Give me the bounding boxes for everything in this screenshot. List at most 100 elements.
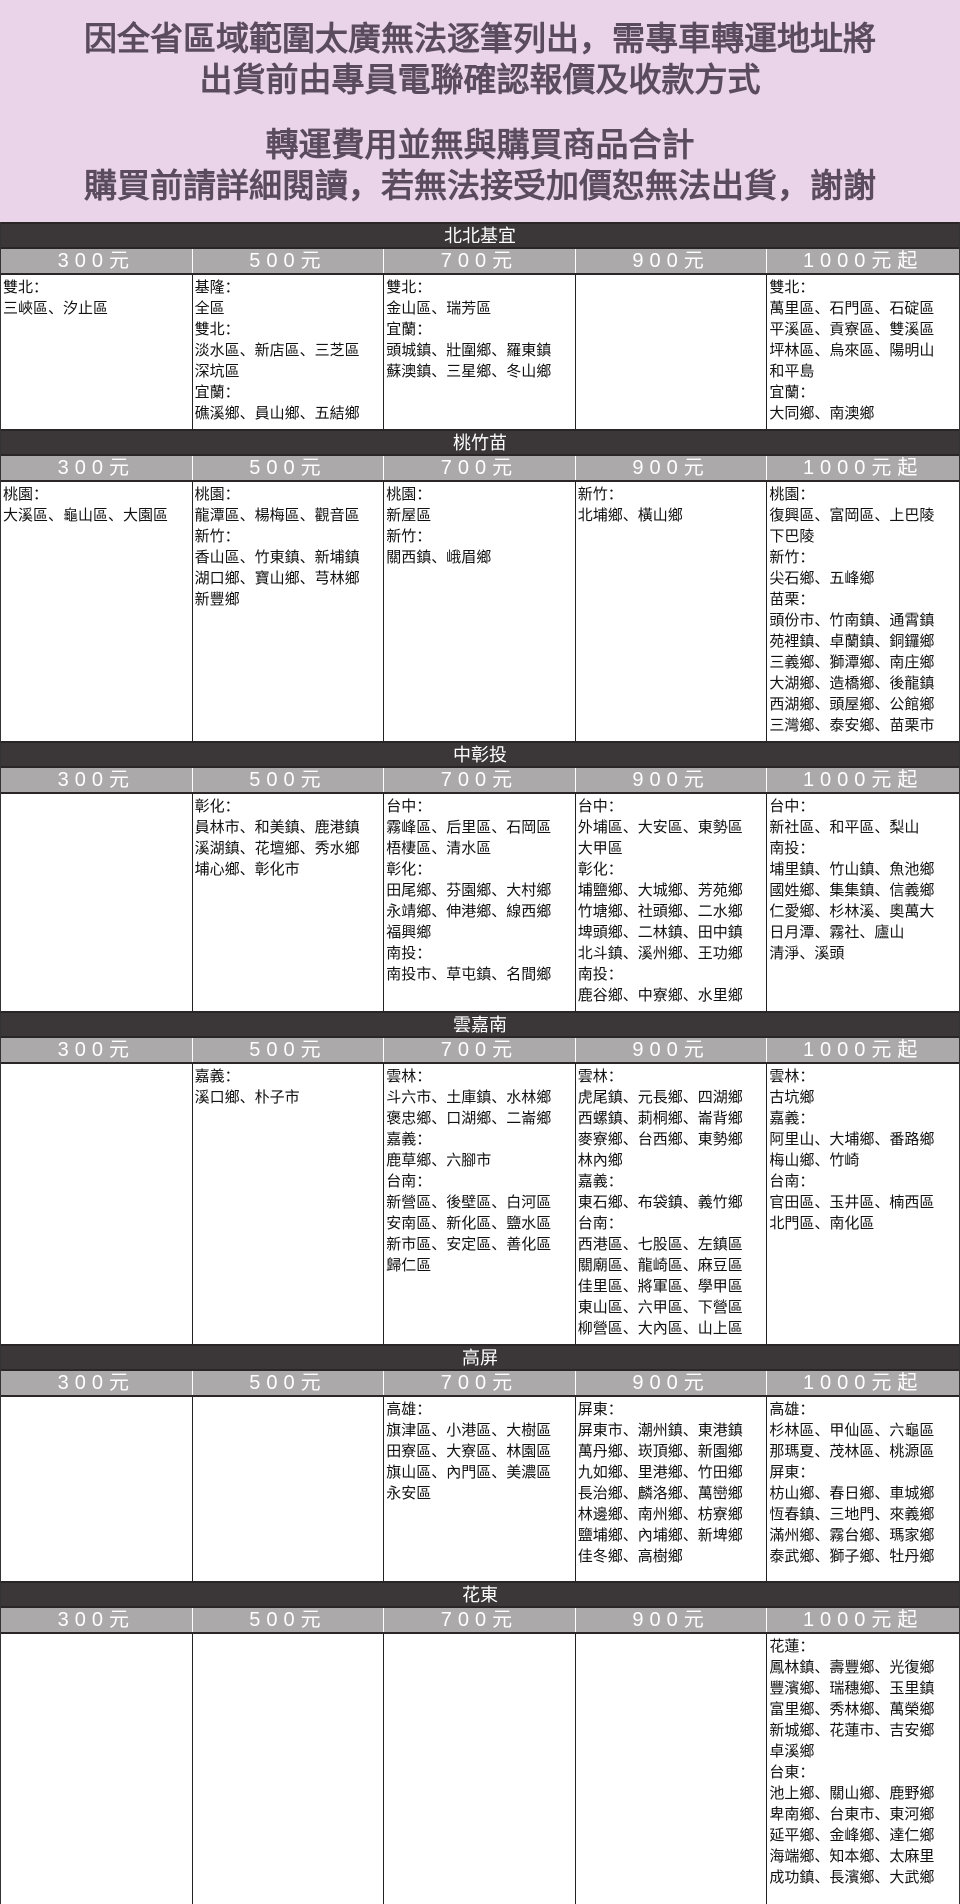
county-label: 桃園： [386,486,432,503]
district-list: 苑裡鎮、卓蘭鎮、銅鑼鄉 [769,633,935,650]
price-header-row: 300元 500元 700元 900元 1000元起 [1,1606,959,1634]
county-label: 南投： [769,840,815,857]
district-list: 西螺鎮、莿桐鄉、崙背鄉 [577,1110,743,1127]
price-header: 900元 [576,1038,768,1062]
district-list: 東石鄉、布袋鎮、義竹鄉 [577,1194,743,1211]
district-list: 田寮區、大寮區、林園區 [386,1443,552,1460]
district-cell [1,1397,193,1581]
district-cell: 屏東： 屏東市、潮州鎮、東港鎮 萬丹鄉、崁頂鄉、新園鄉 九如鄉、里港鄉、竹田鄉 長治鄉、… [576,1397,768,1581]
notice-line: 購買前請詳細閱讀，若無法接受加價恕無法出貨，謝謝 [84,166,876,205]
district-list: 下巴陵 [769,528,815,545]
price-header-row: 300元 500元 700元 900元 1000元起 [1,454,959,482]
district-cell: 高雄： 杉林區、甲仙區、六龜區 那瑪夏、茂林區、桃源區 屏東： 枋山鄉、春日鄉、車城鄉恆… [767,1397,959,1581]
price-header: 500元 [193,1608,385,1632]
price-header: 700元 [384,456,576,480]
district-list: 福興鄉 [386,924,432,941]
district-list: 竹塘鄉、社頭鄉、二水鄉 [577,903,743,920]
price-header: 900元 [576,1371,768,1395]
region-title: 北北基宜 [1,222,959,247]
district-list: 新營區、後壁區、白河區 [386,1194,552,1211]
district-cell [384,1634,576,1904]
district-list: 歸仁區 [386,1257,432,1274]
county-label: 桃園： [3,486,49,503]
district-list: 溪口鄉、朴子市 [194,1089,300,1106]
district-list: 杉林區、甲仙區、六龜區 [769,1422,935,1439]
district-list: 永安區 [386,1485,432,1502]
price-header-row: 300元 500元 700元 900元 1000元起 [1,247,959,275]
district-list: 礁溪鄉、員山鄉、五結鄉 [194,405,360,422]
district-list: 三灣鄉、泰安鄉、苗栗市 [769,717,935,734]
county-label: 宜蘭： [769,384,815,401]
district-list: 林邊鄉、南州鄉、枋寮鄉 [577,1506,743,1523]
district-row: 花蓮： 鳳林鎮、壽豐鄉、光復鄉 豐濱鄉、瑞穗鄉、玉里鎮 富里鄉、秀林鄉、萬榮鄉 新城鄉、… [1,1634,959,1904]
county-label: 嘉義： [577,1173,623,1190]
county-label: 台南： [577,1215,623,1232]
region-title: 雲嘉南 [1,1011,959,1036]
price-header: 700元 [384,768,576,792]
district-list: 安南區、新化區、鹽水區 [386,1215,552,1232]
county-label: 雙北： [3,279,49,296]
price-header: 500元 [193,1038,385,1062]
county-label: 雲林： [769,1068,815,1085]
county-label: 宜蘭： [194,384,240,401]
price-header: 500元 [193,768,385,792]
region-title: 中彰投 [1,741,959,766]
district-cell: 台中： 新社區、和平區、梨山 南投： 埔里鎮、竹山鎮、魚池鄉 國姓鄉、集集鎮、信義鄉 仁愛… [767,794,959,1011]
price-header: 700元 [384,1038,576,1062]
district-list: 溪湖鎮、花壇鄉、秀水鄉 [194,840,360,857]
district-list: 虎尾鎮、元長鄉、四湖鄉 [577,1089,743,1106]
county-label: 嘉義： [194,1068,240,1085]
county-label: 南投： [386,945,432,962]
price-header: 700元 [384,1608,576,1632]
district-list: 大同鄉、南澳鄉 [769,405,875,422]
district-list: 埔心鄉、彰化市 [194,861,300,878]
district-list: 那瑪夏、茂林區、桃源區 [769,1443,935,1460]
district-list: 枋山鄉、春日鄉、車城鄉 [769,1485,935,1502]
district-row: 雙北： 三峽區、汐止區 基隆： 全區 雙北： 淡水區、新店區、三芝區 深坑區 宜蘭： 礁溪鄉、員… [1,275,959,429]
district-list: 西湖鄉、頭屋鄉、公館鄉 [769,696,935,713]
district-list: 坪林區、烏來區、陽明山 [769,342,935,359]
district-list: 富里鄉、秀林鄉、萬榮鄉 [769,1701,935,1718]
district-cell: 台中： 外埔區、大安區、東勢區 大甲區 彰化： 埔鹽鄉、大城鄉、芳苑鄉 竹塘鄉、社頭鄉、二… [576,794,768,1011]
district-list: 延平鄉、金峰鄉、達仁鄉 [769,1827,935,1844]
price-header: 900元 [576,249,768,273]
district-list: 南投市、草屯鎮、名間鄉 [386,966,552,983]
region-title: 桃竹苗 [1,429,959,454]
district-list: 頭城鎮、壯圍鄉、羅東鎮 [386,342,552,359]
price-header: 1000元起 [802,457,924,479]
district-list: 平溪區、貢寮區、雙溪區 [769,321,935,338]
district-list: 埤頭鄉、二林鎮、田中鎮 [577,924,743,941]
region-title: 花東 [1,1581,959,1606]
district-list: 龍潭區、楊梅區、觀音區 [194,507,360,524]
district-list: 梧棲區、清水區 [386,840,492,857]
county-label: 台中： [386,798,432,815]
district-cell: 雲林： 古坑鄉 嘉義： 阿里山、大埔鄉、番路鄉 梅山鄉、竹崎 台南： 官田區、玉井區、楠西區… [767,1064,959,1344]
district-list: 恆春鎮、三地門、來義鄉 [769,1506,935,1523]
price-header: 300元 [1,1371,193,1395]
district-row: 桃園： 大溪區、龜山區、大園區 桃園： 龍潭區、楊梅區、觀音區 新竹： 香山區、竹東鎮、新… [1,482,959,741]
county-label: 雲林： [577,1068,623,1085]
district-list: 阿里山、大埔鄉、番路鄉 [769,1131,935,1148]
county-label: 台南： [386,1173,432,1190]
county-label: 屏東： [577,1401,623,1418]
district-cell: 花蓮： 鳳林鎮、壽豐鄉、光復鄉 豐濱鄉、瑞穗鄉、玉里鎮 富里鄉、秀林鄉、萬榮鄉 新城鄉、… [767,1634,959,1904]
price-header-row: 300元 500元 700元 900元 1000元起 [1,766,959,794]
notice-line: 出貨前由專員電聯確認報價及收款方式 [199,60,761,99]
price-header: 900元 [576,456,768,480]
district-cell: 雙北： 三峽區、汐止區 [1,275,193,429]
district-list: 新城鄉、花蓮市、吉安鄉 [769,1722,935,1739]
district-list: 國姓鄉、集集鎮、信義鄉 [769,882,935,899]
district-list: 成功鎮、長濱鄉、大武鄉 [769,1869,935,1886]
district-list: 日月潭、霧社、廬山 [769,924,905,941]
district-list: 池上鄉、關山鄉、鹿野鄉 [769,1785,935,1802]
district-list: 九如鄉、里港鄉、竹田鄉 [577,1464,743,1481]
region-section: 高屏 300元 500元 700元 900元 1000元起 高雄： 旗津區、小港區、大樹區 田寮… [0,1344,960,1581]
county-label: 台南： [769,1173,815,1190]
district-list: 鹿谷鄉、中寮鄉、水里鄉 [577,987,743,1004]
county-label: 桃園： [769,486,815,503]
district-cell: 基隆： 全區 雙北： 淡水區、新店區、三芝區 深坑區 宜蘭： 礁溪鄉、員山鄉、五結鄉 [193,275,385,429]
county-label: 雙北： [386,279,432,296]
district-list: 佳里區、將軍區、學甲區 [577,1278,743,1295]
district-list: 泰武鄉、獅子鄉、牡丹鄉 [769,1548,935,1565]
district-list: 埔鹽鄉、大城鄉、芳苑鄉 [577,882,743,899]
